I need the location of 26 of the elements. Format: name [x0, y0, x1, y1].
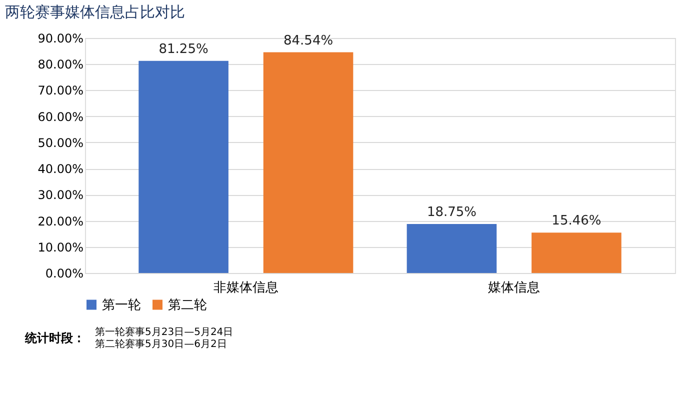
legend-label: 第二轮 [168, 298, 207, 313]
text: 统计时段： [24, 331, 85, 345]
y-tick-label: 20.00% [38, 214, 84, 228]
y-tick-label: 60.00% [38, 110, 84, 124]
data-label: 15.46% [552, 214, 602, 229]
x-tick-label: 非媒体信息 [213, 280, 278, 296]
chart-title: 两轮赛事媒体信息占比对比 [5, 3, 185, 21]
bar [138, 60, 228, 273]
y-tick-label: 10.00% [38, 240, 84, 254]
legend-label: 第一轮 [102, 298, 141, 313]
text: 第二轮赛事5月30日—6月2日 [95, 338, 227, 350]
bar [532, 232, 622, 273]
y-tick-label: 30.00% [38, 188, 84, 202]
x-tick-label: 媒体信息 [488, 280, 540, 296]
data-label: 84.54% [283, 33, 334, 48]
text: 第一轮赛事5月23日—5月24日 [95, 326, 234, 338]
bar [406, 224, 497, 273]
bar [263, 52, 354, 273]
data-label: 18.75% [426, 205, 477, 220]
data-label: 81.25% [158, 42, 208, 57]
y-tick-label: 70.00% [38, 84, 84, 98]
y-tick-label: 50.00% [38, 136, 84, 150]
y-tick-label: 0.00% [45, 266, 84, 280]
y-tick-label: 80.00% [38, 58, 84, 72]
y-tick-label: 40.00% [38, 162, 84, 176]
y-tick-label: 90.00% [38, 32, 84, 46]
